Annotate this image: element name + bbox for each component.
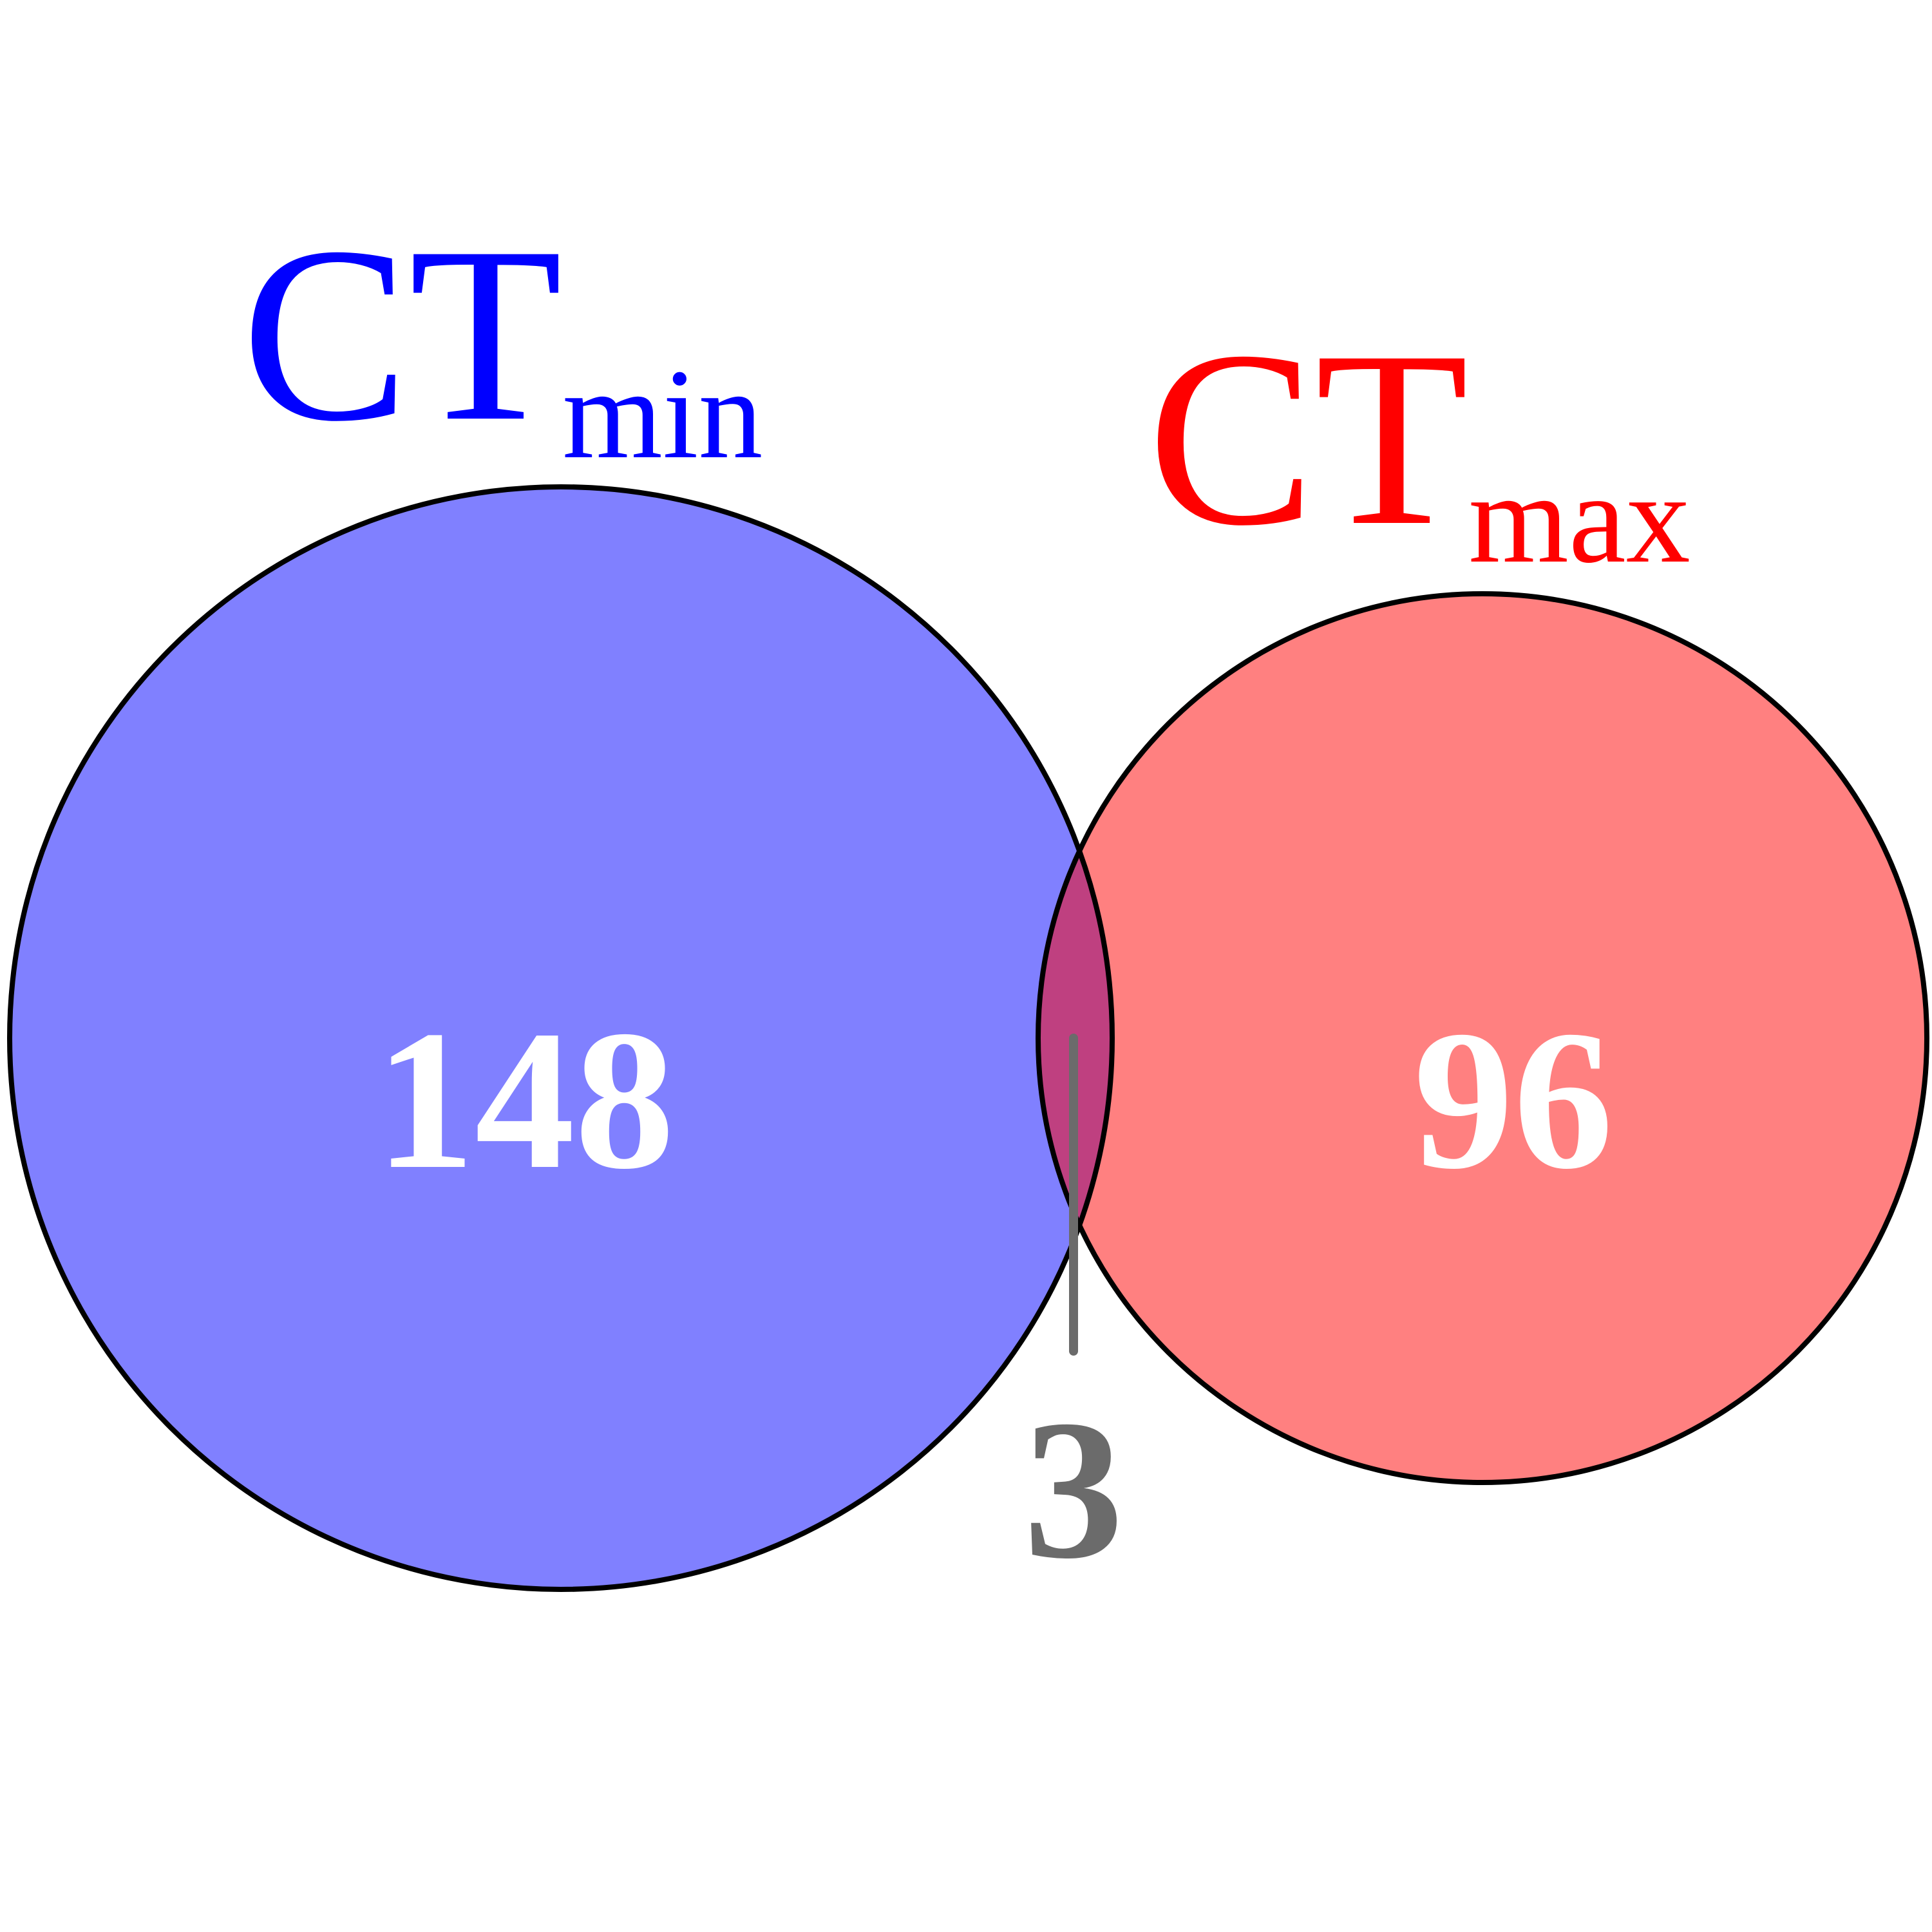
- set-ctmax-label-sub: max: [1468, 448, 1690, 590]
- set-ctmin-label-main: CT: [242, 195, 562, 473]
- set-ctmax-count: 96: [1414, 990, 1613, 1211]
- set-ctmin-circle: [10, 487, 1112, 1589]
- set-ctmax-label-main: CT: [1148, 299, 1468, 578]
- set-ctmin-label: CTmin: [242, 195, 763, 486]
- set-ctmax-circle: [1038, 594, 1927, 1482]
- set-ctmax-outline: [1036, 591, 1929, 1485]
- set-ctmin-count: 148: [375, 990, 675, 1211]
- set-ctmin-label-sub: min: [562, 343, 762, 486]
- intersection-count: 3: [1024, 1379, 1124, 1600]
- set-ctmax-label: CTmax: [1148, 299, 1690, 590]
- set-ctmin-outline: [7, 484, 1115, 1592]
